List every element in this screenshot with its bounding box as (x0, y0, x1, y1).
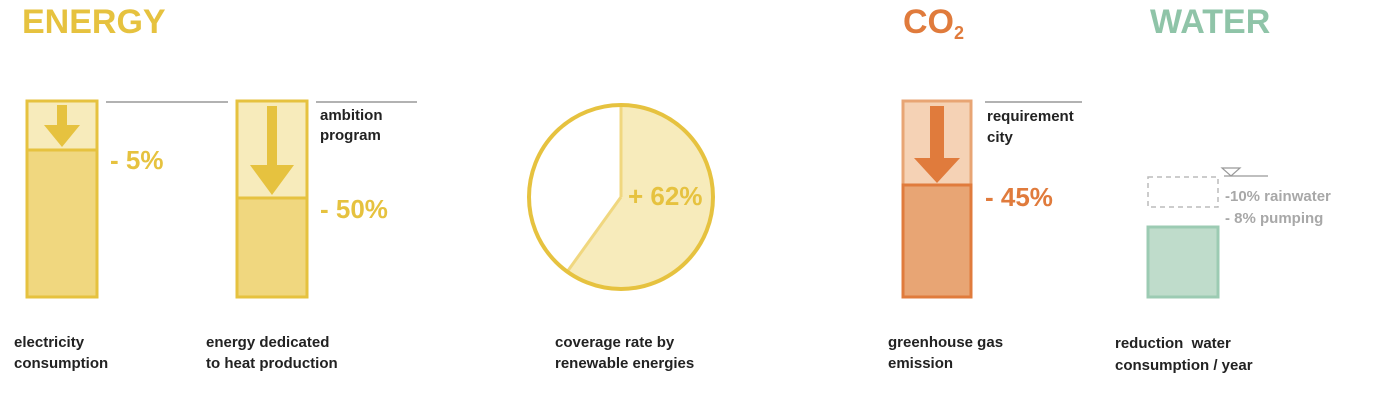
arrow (930, 106, 944, 159)
value-label: - 50% (320, 194, 388, 224)
title-subscript: 2 (954, 23, 964, 43)
note: ambition (320, 107, 383, 124)
caption: reduction water (1115, 335, 1231, 352)
caption: consumption (14, 355, 108, 372)
section-title: CO2 (903, 3, 964, 43)
note: - 8% pumping (1225, 210, 1323, 227)
remaining-part (1146, 225, 1220, 299)
caption: electricity (14, 334, 85, 351)
caption: emission (888, 355, 953, 372)
value-label: - 5% (110, 145, 163, 175)
coverage-pie (527, 103, 715, 291)
remaining-part (25, 148, 99, 299)
heat-bar (235, 99, 309, 299)
caption: to heat production (206, 355, 338, 372)
remaining-part (901, 183, 973, 299)
note: program (320, 127, 381, 144)
reduction-part (1147, 176, 1219, 208)
arrow (57, 105, 67, 125)
section-title: WATER (1150, 3, 1270, 41)
value-label: + 62% (628, 181, 702, 211)
level-marker (1220, 167, 1242, 177)
caption: energy dedicated (206, 334, 329, 351)
title-main: CO (903, 3, 954, 41)
note: city (987, 129, 1014, 146)
remaining-part (235, 196, 309, 299)
arrow (44, 125, 80, 147)
pie-wedge (567, 105, 713, 289)
emission-bar (901, 99, 973, 299)
value-label: - 45% (985, 182, 1053, 212)
arrow (250, 165, 294, 195)
caption: consumption / year (1115, 357, 1253, 374)
water-bar (1146, 167, 1268, 299)
electricity-bar (25, 99, 99, 299)
note: -10% rainwater (1225, 188, 1331, 205)
section-title: ENERGY (22, 3, 166, 41)
pie-outline (527, 103, 715, 291)
arrow (267, 106, 277, 166)
note: requirement (987, 108, 1074, 125)
caption: greenhouse gas (888, 334, 1003, 351)
arrow (914, 158, 960, 183)
caption: coverage rate by (555, 334, 675, 351)
pie-edge (565, 196, 623, 273)
caption: renewable energies (555, 355, 694, 372)
